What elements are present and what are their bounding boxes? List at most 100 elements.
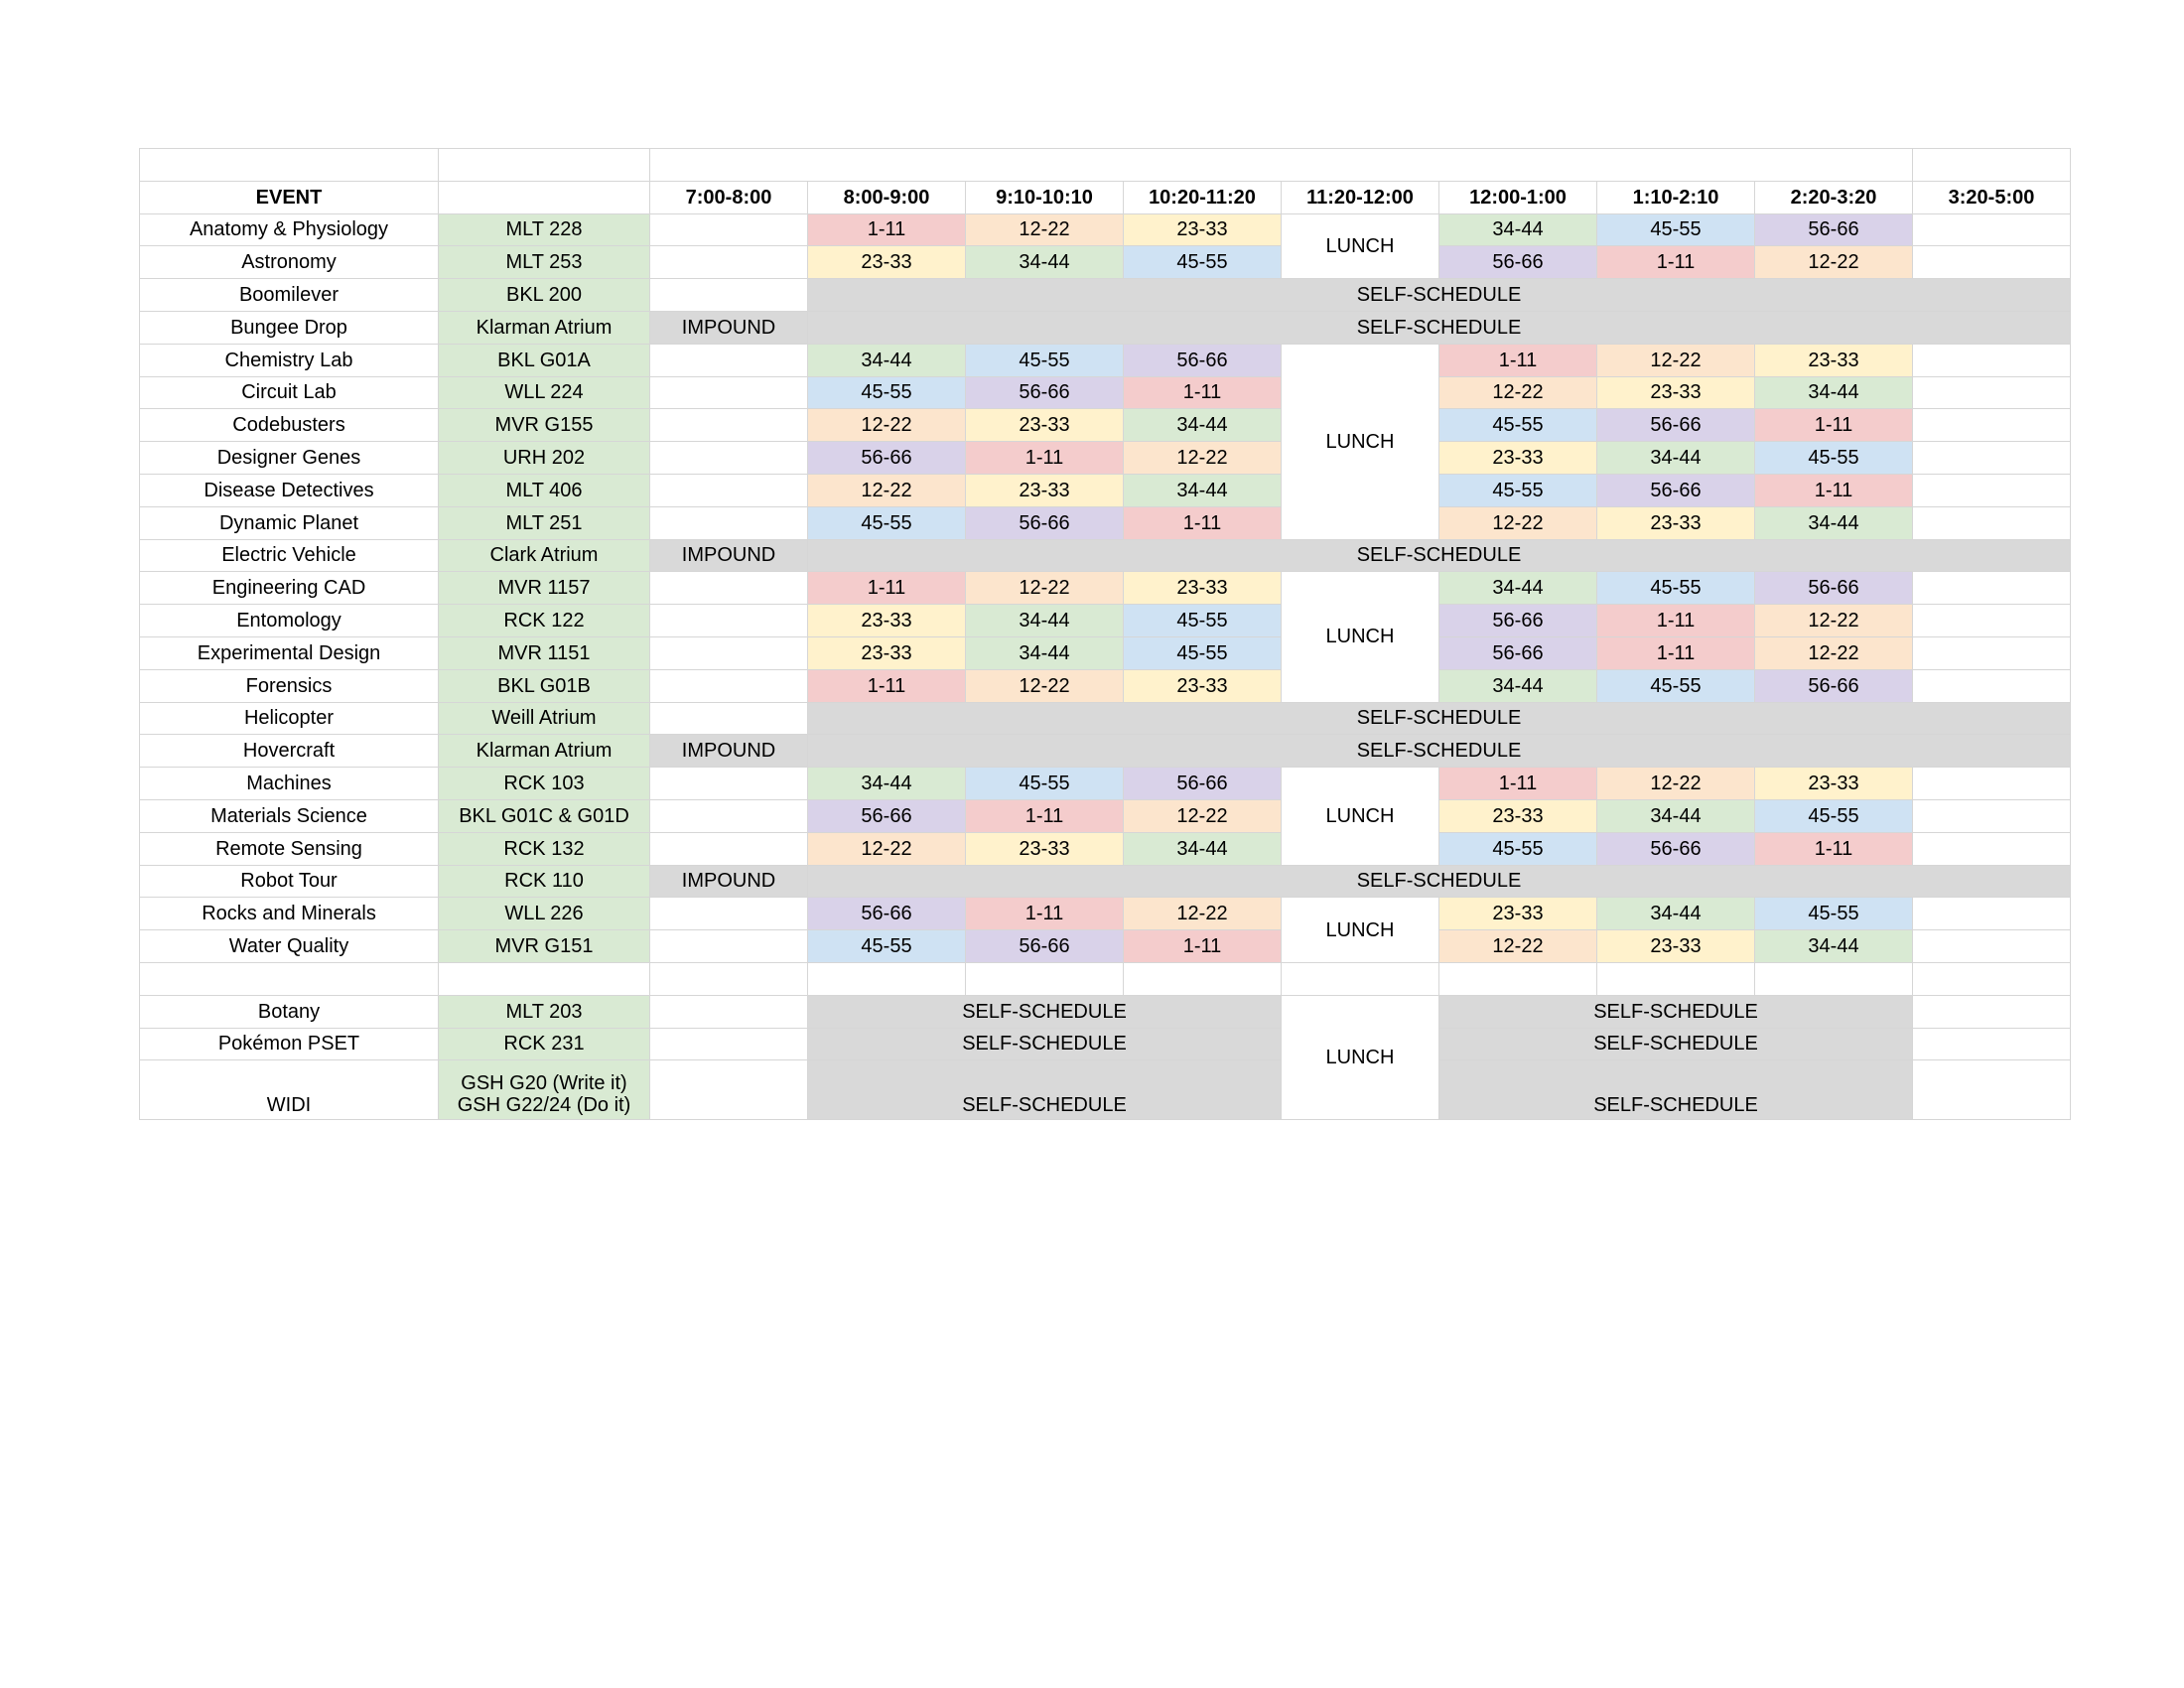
group-cell[interactable]: 56-66 — [1123, 767, 1282, 800]
group-cell[interactable]: 1-11 — [1754, 408, 1913, 443]
empty-cell[interactable] — [1912, 245, 2071, 280]
group-cell[interactable]: 45-55 — [1596, 571, 1755, 606]
group-cell[interactable]: 45-55 — [807, 505, 966, 540]
group-cell[interactable]: 34-44 — [1596, 897, 1755, 931]
event-name[interactable]: Disease Detectives — [139, 473, 439, 507]
group-cell[interactable]: 1-11 — [965, 441, 1124, 475]
group-cell[interactable]: 45-55 — [1123, 635, 1282, 670]
event-name[interactable]: Entomology — [139, 604, 439, 637]
group-cell[interactable]: 45-55 — [1596, 212, 1755, 247]
empty-cell[interactable] — [649, 571, 808, 606]
event-name[interactable]: Rocks and Minerals — [139, 897, 439, 931]
group-cell[interactable]: 23-33 — [1754, 343, 1913, 377]
group-cell[interactable]: 56-66 — [1438, 604, 1597, 637]
group-cell[interactable]: 45-55 — [1438, 408, 1597, 443]
group-cell[interactable]: 56-66 — [1596, 408, 1755, 443]
group-cell[interactable]: 12-22 — [807, 831, 966, 866]
group-cell[interactable]: 23-33 — [965, 831, 1124, 866]
empty-cell[interactable] — [649, 212, 808, 247]
group-cell[interactable]: 34-44 — [1438, 571, 1597, 606]
group-cell[interactable]: 34-44 — [965, 604, 1124, 637]
group-cell[interactable]: 12-22 — [807, 408, 966, 443]
self-schedule-cell[interactable]: SELF-SCHEDULE — [807, 538, 2071, 573]
group-cell[interactable]: 56-66 — [807, 798, 966, 833]
group-cell[interactable]: 56-66 — [1123, 343, 1282, 377]
empty-cell[interactable] — [1912, 929, 2071, 963]
event-location[interactable]: URH 202 — [438, 441, 650, 475]
empty-cell[interactable] — [649, 408, 808, 443]
empty-cell[interactable] — [1912, 831, 2071, 866]
event-name[interactable]: Helicopter — [139, 701, 439, 736]
group-cell[interactable]: 56-66 — [807, 441, 966, 475]
group-cell[interactable]: 12-22 — [1438, 929, 1597, 963]
event-location[interactable]: MVR 1157 — [438, 571, 650, 606]
group-cell[interactable]: 34-44 — [807, 343, 966, 377]
event-location[interactable]: GSH G20 (Write it) GSH G22/24 (Do it) — [438, 1059, 650, 1121]
group-cell[interactable]: 23-33 — [965, 473, 1124, 507]
group-cell[interactable]: 34-44 — [1596, 798, 1755, 833]
lunch-cell[interactable]: LUNCH — [1281, 343, 1439, 540]
group-cell[interactable]: 1-11 — [1123, 505, 1282, 540]
group-cell[interactable]: 34-44 — [1754, 929, 1913, 963]
empty-cell[interactable] — [649, 701, 808, 736]
group-cell[interactable]: 1-11 — [1596, 604, 1755, 637]
empty-cell[interactable] — [649, 441, 808, 475]
self-schedule-cell[interactable]: SELF-SCHEDULE — [1438, 994, 1913, 1029]
group-cell[interactable]: 23-33 — [965, 408, 1124, 443]
empty-cell[interactable] — [649, 505, 808, 540]
event-location[interactable]: RCK 103 — [438, 767, 650, 800]
event-location[interactable]: MVR G155 — [438, 408, 650, 443]
group-cell[interactable]: 12-22 — [965, 668, 1124, 703]
event-name[interactable]: Botany — [139, 994, 439, 1029]
event-name[interactable]: Astronomy — [139, 245, 439, 280]
group-cell[interactable]: 1-11 — [1754, 831, 1913, 866]
group-cell[interactable]: 12-22 — [965, 571, 1124, 606]
empty-cell[interactable] — [1912, 408, 2071, 443]
group-cell[interactable]: 1-11 — [807, 571, 966, 606]
group-cell[interactable]: 1-11 — [1123, 375, 1282, 410]
event-location[interactable]: Klarman Atrium — [438, 310, 650, 345]
group-cell[interactable]: 45-55 — [965, 767, 1124, 800]
group-cell[interactable]: 34-44 — [1438, 668, 1597, 703]
group-cell[interactable]: 34-44 — [1123, 408, 1282, 443]
empty-cell[interactable] — [649, 604, 808, 637]
header-event[interactable]: EVENT — [139, 180, 439, 214]
event-name[interactable]: Remote Sensing — [139, 831, 439, 866]
lunch-cell[interactable]: LUNCH — [1281, 994, 1439, 1121]
event-location[interactable]: BKL 200 — [438, 278, 650, 312]
group-cell[interactable]: 34-44 — [1123, 473, 1282, 507]
event-location[interactable]: RCK 122 — [438, 604, 650, 637]
event-location[interactable]: RCK 231 — [438, 1027, 650, 1061]
group-cell[interactable]: 45-55 — [1596, 668, 1755, 703]
group-cell[interactable]: 1-11 — [1754, 473, 1913, 507]
empty-cell[interactable] — [649, 994, 808, 1029]
header-slot[interactable]: 12:00-1:00 — [1438, 180, 1597, 214]
group-cell[interactable]: 45-55 — [1123, 604, 1282, 637]
group-cell[interactable]: 56-66 — [1438, 245, 1597, 280]
event-name[interactable]: Pokémon PSET — [139, 1027, 439, 1061]
group-cell[interactable]: 56-66 — [1438, 635, 1597, 670]
event-name[interactable]: Circuit Lab — [139, 375, 439, 410]
empty-cell[interactable] — [649, 245, 808, 280]
header-slot[interactable]: 7:00-8:00 — [649, 180, 808, 214]
group-cell[interactable]: 34-44 — [1754, 375, 1913, 410]
impound-cell[interactable]: IMPOUND — [649, 734, 808, 769]
lunch-cell[interactable]: LUNCH — [1281, 767, 1439, 866]
group-cell[interactable]: 12-22 — [965, 212, 1124, 247]
event-location[interactable]: MLT 406 — [438, 473, 650, 507]
empty-cell[interactable] — [649, 668, 808, 703]
group-cell[interactable]: 45-55 — [1754, 897, 1913, 931]
event-location[interactable]: MLT 228 — [438, 212, 650, 247]
group-cell[interactable]: 34-44 — [965, 635, 1124, 670]
group-cell[interactable]: 1-11 — [1438, 343, 1597, 377]
group-cell[interactable]: 1-11 — [807, 212, 966, 247]
event-name[interactable]: Designer Genes — [139, 441, 439, 475]
group-cell[interactable]: 34-44 — [1438, 212, 1597, 247]
empty-cell[interactable] — [1912, 635, 2071, 670]
header-slot[interactable]: 9:10-10:10 — [965, 180, 1124, 214]
event-name[interactable]: WIDI — [139, 1059, 439, 1121]
self-schedule-cell[interactable]: SELF-SCHEDULE — [1438, 1027, 1913, 1061]
group-cell[interactable]: 23-33 — [807, 635, 966, 670]
event-location[interactable]: Klarman Atrium — [438, 734, 650, 769]
empty-cell[interactable] — [649, 767, 808, 800]
